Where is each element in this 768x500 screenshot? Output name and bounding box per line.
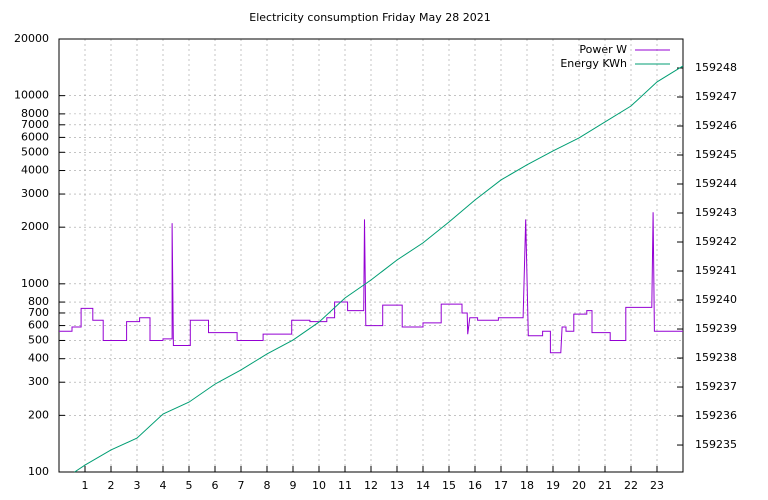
y-tick-label: 3000 (21, 187, 49, 200)
y-tick-label: 300 (28, 375, 49, 388)
y2-tick-label: 159235 (695, 438, 737, 451)
y2-tick-label: 159238 (695, 351, 737, 364)
y-tick-label: 7000 (21, 118, 49, 131)
legend-label: Power W (579, 43, 627, 56)
x-tick-label: 16 (468, 479, 482, 492)
series-line (74, 65, 684, 473)
y2-tick-label: 159245 (695, 148, 737, 161)
x-tick-label: 12 (364, 479, 378, 492)
y2-tick-label: 159248 (695, 61, 737, 74)
x-tick-label: 11 (338, 479, 352, 492)
x-tick-label: 5 (186, 479, 193, 492)
x-tick-label: 6 (212, 479, 219, 492)
y-tick-label: 5000 (21, 145, 49, 158)
x-tick-label: 18 (520, 479, 534, 492)
y-tick-label: 10000 (14, 89, 49, 102)
x-tick-label: 14 (416, 479, 430, 492)
x-tick-label: 2 (108, 479, 115, 492)
y-tick-label: 600 (28, 319, 49, 332)
x-tick-label: 7 (238, 479, 245, 492)
x-tick-label: 15 (442, 479, 456, 492)
series-line (59, 212, 683, 354)
y2-tick-label: 159241 (695, 264, 737, 277)
x-tick-label: 4 (160, 479, 167, 492)
y-tick-label: 100 (28, 465, 49, 478)
y2-tick-label: 159244 (695, 177, 737, 190)
x-tick-label: 23 (650, 479, 664, 492)
y-tick-label: 800 (28, 295, 49, 308)
y-tick-label: 8000 (21, 107, 49, 120)
y2-tick-label: 159246 (695, 119, 737, 132)
y2-tick-label: 159243 (695, 206, 737, 219)
y-tick-label: 6000 (21, 130, 49, 143)
y-tick-label: 200 (28, 408, 49, 421)
x-tick-label: 22 (624, 479, 638, 492)
x-tick-label: 3 (134, 479, 141, 492)
y2-tick-label: 159239 (695, 322, 737, 335)
x-tick-label: 19 (546, 479, 560, 492)
y2-tick-label: 159236 (695, 409, 737, 422)
y-tick-label: 500 (28, 333, 49, 346)
x-tick-label: 8 (264, 479, 271, 492)
y2-tick-label: 159237 (695, 380, 737, 393)
y-tick-label: 400 (28, 352, 49, 365)
x-tick-label: 13 (390, 479, 404, 492)
y2-tick-label: 159240 (695, 293, 737, 306)
y2-tick-label: 159247 (695, 90, 737, 103)
chart-title: Electricity consumption Friday May 28 20… (249, 11, 490, 24)
plot-frame (58, 38, 684, 473)
x-tick-label: 21 (598, 479, 612, 492)
x-tick-label: 1 (82, 479, 89, 492)
x-tick-label: 9 (290, 479, 297, 492)
x-tick-label: 10 (312, 479, 326, 492)
y2-tick-label: 159242 (695, 235, 737, 248)
y-tick-label: 1000 (21, 277, 49, 290)
y-tick-label: 700 (28, 306, 49, 319)
y-tick-label: 20000 (14, 32, 49, 45)
y-tick-label: 2000 (21, 220, 49, 233)
y-tick-label: 4000 (21, 164, 49, 177)
x-tick-label: 20 (572, 479, 586, 492)
legend-label: Energy KWh (560, 57, 627, 70)
x-tick-label: 17 (494, 479, 508, 492)
